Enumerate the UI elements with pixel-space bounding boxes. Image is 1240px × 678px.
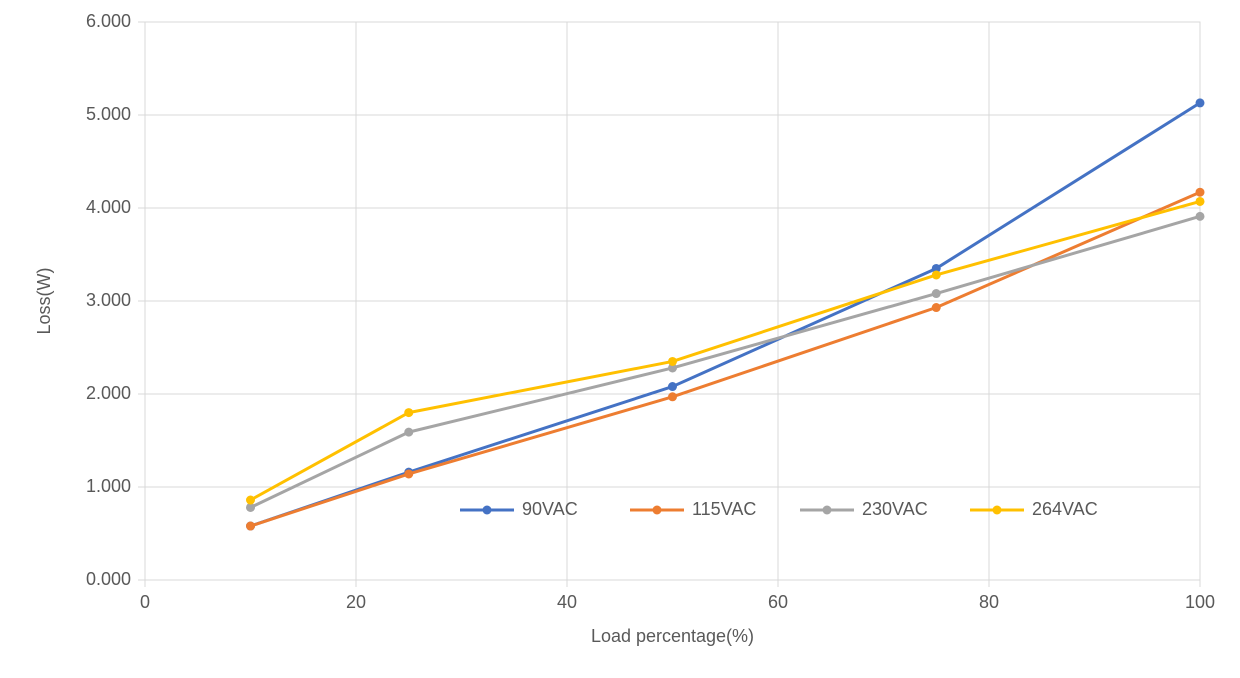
- y-tick-label: 0.000: [86, 569, 131, 589]
- series-marker-264VAC: [932, 270, 941, 279]
- y-tick-label: 1.000: [86, 476, 131, 496]
- series-marker-230VAC: [404, 428, 413, 437]
- x-tick-label: 40: [557, 592, 577, 612]
- x-axis-label: Load percentage(%): [591, 626, 754, 646]
- series-marker-115VAC: [246, 522, 255, 531]
- legend-label-264VAC: 264VAC: [1032, 499, 1098, 519]
- x-tick-label: 0: [140, 592, 150, 612]
- series-marker-115VAC: [404, 469, 413, 478]
- series-marker-264VAC: [246, 496, 255, 505]
- x-tick-label: 80: [979, 592, 999, 612]
- series-marker-230VAC: [1196, 212, 1205, 221]
- series-marker-90VAC: [1196, 98, 1205, 107]
- x-tick-label: 60: [768, 592, 788, 612]
- y-tick-label: 5.000: [86, 104, 131, 124]
- x-tick-label: 20: [346, 592, 366, 612]
- y-tick-label: 2.000: [86, 383, 131, 403]
- series-marker-264VAC: [1196, 197, 1205, 206]
- legend-marker-90VAC: [483, 506, 492, 515]
- series-marker-115VAC: [932, 303, 941, 312]
- legend-marker-115VAC: [653, 506, 662, 515]
- series-marker-264VAC: [668, 357, 677, 366]
- series-marker-115VAC: [1196, 188, 1205, 197]
- y-tick-label: 4.000: [86, 197, 131, 217]
- chart-container: 0.000 1.000 2.000 3.000 4.000 5.000 6.000 0 20 40…: [0, 0, 1240, 678]
- y-tick-label: 3.000: [86, 290, 131, 310]
- series-marker-230VAC: [932, 289, 941, 298]
- x-tick-label: 100: [1185, 592, 1215, 612]
- legend-label-230VAC: 230VAC: [862, 499, 928, 519]
- legend-marker-264VAC: [993, 506, 1002, 515]
- series-marker-115VAC: [668, 392, 677, 401]
- line-chart: 0.000 1.000 2.000 3.000 4.000 5.000 6.000 0 20 40…: [0, 0, 1240, 678]
- legend-marker-230VAC: [823, 506, 832, 515]
- series-marker-90VAC: [668, 382, 677, 391]
- legend-label-90VAC: 90VAC: [522, 499, 578, 519]
- y-axis-label: Loss(W): [34, 268, 54, 335]
- legend-label-115VAC: 115VAC: [692, 499, 756, 519]
- series-marker-264VAC: [404, 408, 413, 417]
- y-tick-label: 6.000: [86, 11, 131, 31]
